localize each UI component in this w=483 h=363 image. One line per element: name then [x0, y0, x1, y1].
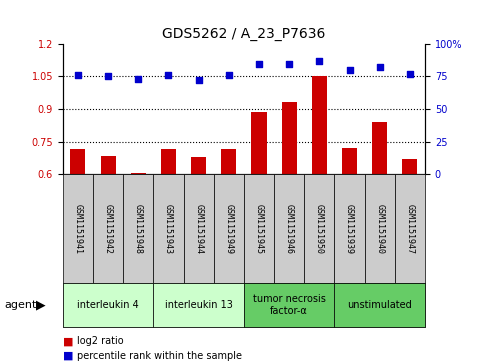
Bar — [304, 174, 334, 283]
Text: interleukin 4: interleukin 4 — [77, 300, 139, 310]
Text: unstimulated: unstimulated — [347, 300, 412, 310]
Text: GSM1151942: GSM1151942 — [103, 204, 113, 254]
Point — [165, 72, 172, 78]
Text: GSM1151945: GSM1151945 — [255, 204, 264, 254]
Bar — [244, 283, 334, 327]
Text: GSM1151948: GSM1151948 — [134, 204, 143, 254]
Bar — [365, 174, 395, 283]
Point — [134, 76, 142, 82]
Bar — [93, 174, 123, 283]
Title: GDS5262 / A_23_P7636: GDS5262 / A_23_P7636 — [162, 27, 326, 41]
Text: GSM1151943: GSM1151943 — [164, 204, 173, 254]
Bar — [274, 174, 304, 283]
Point — [376, 64, 384, 70]
Bar — [244, 174, 274, 283]
Bar — [154, 283, 244, 327]
Point — [346, 67, 354, 73]
Bar — [184, 174, 213, 283]
Bar — [63, 283, 154, 327]
Point — [315, 58, 323, 64]
Point — [406, 71, 414, 77]
Bar — [123, 174, 154, 283]
Point — [195, 77, 202, 83]
Bar — [154, 174, 184, 283]
Text: GSM1151941: GSM1151941 — [73, 204, 83, 254]
Point — [225, 72, 233, 78]
Text: GSM1151947: GSM1151947 — [405, 204, 414, 254]
Text: percentile rank within the sample: percentile rank within the sample — [77, 351, 242, 361]
Text: ▶: ▶ — [36, 298, 46, 311]
Text: tumor necrosis
factor-α: tumor necrosis factor-α — [253, 294, 326, 316]
Point — [285, 62, 293, 68]
Text: log2 ratio: log2 ratio — [77, 336, 124, 346]
Text: GSM1151944: GSM1151944 — [194, 204, 203, 254]
Bar — [221, 149, 236, 174]
Text: ■: ■ — [63, 336, 73, 346]
Bar — [100, 156, 115, 174]
Bar — [312, 76, 327, 174]
Text: GSM1151939: GSM1151939 — [345, 204, 354, 254]
Bar — [342, 148, 357, 174]
Text: GSM1151950: GSM1151950 — [315, 204, 324, 254]
Bar — [402, 159, 417, 174]
Point — [104, 73, 112, 79]
Bar — [63, 174, 93, 283]
Point — [255, 62, 263, 68]
Bar — [161, 149, 176, 174]
Bar — [372, 122, 387, 174]
Bar — [282, 102, 297, 174]
Point — [74, 72, 82, 78]
Bar — [131, 173, 146, 174]
Text: interleukin 13: interleukin 13 — [165, 300, 233, 310]
Text: GSM1151940: GSM1151940 — [375, 204, 384, 254]
Bar — [71, 149, 85, 174]
Text: ■: ■ — [63, 351, 73, 361]
Text: GSM1151946: GSM1151946 — [284, 204, 294, 254]
Bar — [395, 174, 425, 283]
Text: agent: agent — [5, 300, 37, 310]
Bar — [213, 174, 244, 283]
Bar — [191, 157, 206, 174]
Bar — [252, 112, 267, 174]
Bar — [334, 283, 425, 327]
Text: GSM1151949: GSM1151949 — [224, 204, 233, 254]
Bar — [334, 174, 365, 283]
